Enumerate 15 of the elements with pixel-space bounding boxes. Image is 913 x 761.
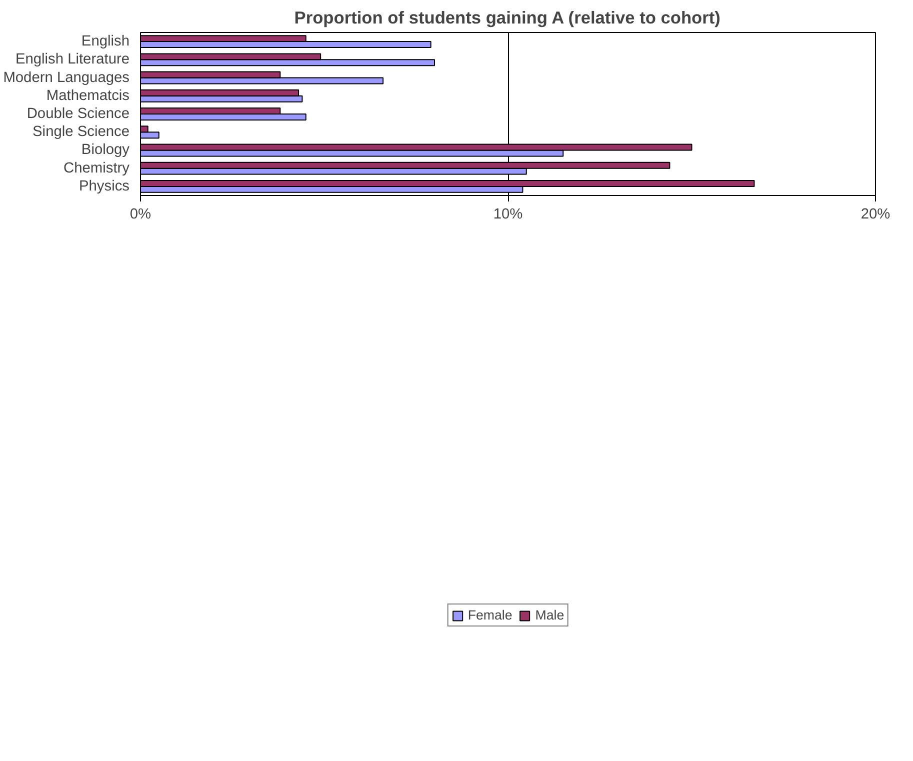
legend-label: Female [468, 608, 512, 623]
x-tick-label: 0% [130, 206, 152, 222]
x-tick-label: 10% [493, 206, 523, 222]
y-tick-label: Chemistry [64, 160, 130, 176]
y-tick-label: Single Science [32, 124, 130, 140]
y-tick-label: English Literature [15, 52, 130, 68]
y-tick-label: Mathematcis [46, 88, 130, 104]
y-tick-label: Modern Languages [3, 70, 130, 86]
chart-title: Proportion of students gaining A (relative to cohort) [294, 8, 720, 28]
x-tick-label: 20% [860, 206, 890, 222]
y-tick-label: Biology [81, 142, 130, 158]
y-tick-label: Double Science [26, 106, 130, 122]
y-tick-label: Physics [79, 178, 130, 194]
y-tick-label: English [81, 34, 130, 50]
legend-label: Male [535, 608, 564, 623]
